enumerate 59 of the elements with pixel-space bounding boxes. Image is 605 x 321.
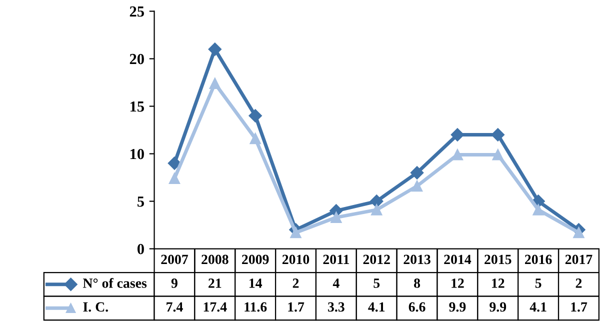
point	[248, 109, 262, 122]
data-label: 12	[492, 278, 504, 288]
x-tick-label: 2011	[323, 254, 349, 264]
data-label: 2	[292, 278, 299, 288]
point	[450, 128, 464, 142]
data-label: 1.7	[288, 302, 304, 312]
data-label: 9	[171, 278, 178, 288]
data-label: 2	[576, 278, 582, 288]
x-tick-label: 2016	[525, 254, 552, 264]
point	[532, 204, 544, 216]
data-label: 14	[250, 278, 262, 288]
point	[330, 212, 342, 223]
data-label: 17.4	[204, 302, 227, 312]
point	[370, 194, 384, 208]
data-label: 7.4	[166, 302, 183, 312]
legend-label: I. C.	[83, 302, 108, 312]
data-label: 4	[332, 278, 340, 288]
data-label: 5	[535, 278, 542, 288]
point	[250, 133, 261, 144]
point	[208, 42, 222, 56]
data-label: 9.9	[449, 302, 466, 312]
x-tick-label: 2009	[242, 254, 269, 264]
data-label: 9.9	[490, 302, 506, 312]
x-tick-label: 2013	[404, 254, 430, 264]
y-tick-label: 0	[137, 244, 144, 254]
x-tick-label: 2017	[565, 254, 592, 264]
point	[290, 227, 302, 238]
data-label: 4.1	[530, 302, 546, 312]
data-label: 3.3	[328, 302, 344, 312]
x-tick-label: 2012	[363, 254, 390, 264]
point	[452, 149, 464, 160]
point	[168, 156, 182, 170]
point	[410, 166, 424, 180]
point	[209, 78, 220, 90]
x-tick-label: 2014	[444, 254, 472, 264]
x-tick-label: 2007	[161, 254, 188, 264]
data-label: 11.6	[244, 302, 267, 312]
point	[168, 172, 180, 184]
data-label: 21	[208, 278, 222, 288]
point	[492, 149, 504, 160]
point	[411, 180, 423, 192]
y-tick-label: 15	[130, 101, 144, 112]
point	[371, 204, 382, 216]
x-tick-label: 2008	[202, 254, 228, 264]
x-tick-label: 2010	[282, 254, 310, 264]
data-label: 12	[452, 278, 464, 288]
y-tick-label: 25	[130, 6, 144, 17]
x-tick-label: 2015	[484, 254, 512, 264]
y-tick-label: 20	[130, 54, 144, 64]
data-label: 6.6	[408, 302, 426, 312]
y-tick-label: 5	[138, 196, 144, 207]
point	[573, 227, 584, 238]
data-label: 1.7	[571, 302, 588, 312]
data-label: 8	[414, 278, 420, 288]
y-tick-label: 10	[130, 148, 144, 160]
point	[491, 128, 504, 142]
data-label: 4.1	[368, 302, 385, 312]
legend-label: N° of cases	[83, 278, 147, 288]
data-label: 5	[374, 278, 380, 288]
